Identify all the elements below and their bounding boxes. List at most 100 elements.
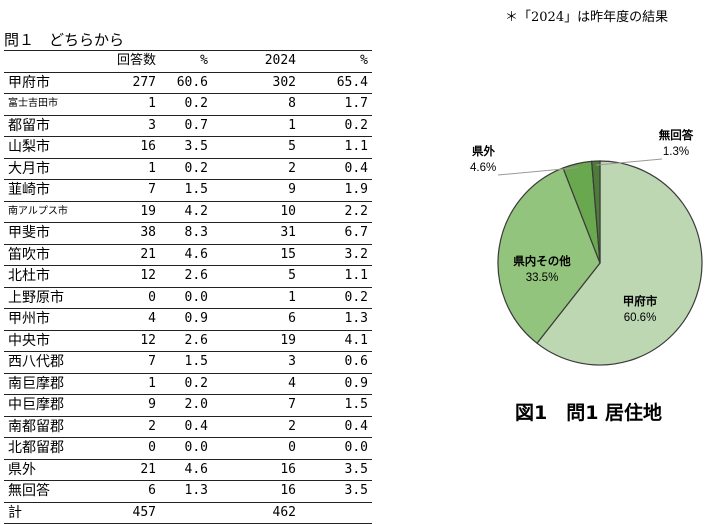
cell-pct: 0.0 [160,437,212,460]
header-count-2024: 2024 [212,50,300,73]
cell-count: 6 [96,480,160,503]
table-header-row: 回答数 % 2024 % [4,50,372,73]
figure-title: 図1 問1 居住地 [515,402,663,424]
cell-name: 上野原市 [4,287,96,309]
cell-count-2024: 302 [212,72,300,94]
table-total-row: 計 457 462 [4,502,372,524]
cell-name: 計 [4,502,96,524]
cell-pct-2024: 65.4 [300,72,372,94]
cell-pct-2024: 1.7 [300,93,372,116]
cell-pct: 2.6 [160,265,212,288]
table-row: 大月市 1 0.2 2 0.4 [4,158,372,180]
cell-name: 西八代郡 [4,351,96,374]
cell-name: 笛吹市 [4,244,96,266]
table-row: 中央市 12 2.6 19 4.1 [4,330,372,352]
cell-count: 457 [96,502,160,524]
cell-pct: 4.2 [160,201,212,223]
cell-count-2024: 10 [212,201,300,223]
comparison-note: ＊「2024」は昨年度の結果 [505,10,669,25]
header-count: 回答数 [96,50,160,73]
table-row: 南都留郡 2 0.4 2 0.4 [4,416,372,438]
cell-pct: 1.5 [160,179,212,202]
cell-name: 無回答 [4,480,96,503]
cell-count: 7 [96,351,160,374]
cell-count: 1 [96,373,160,395]
cell-name: 甲斐市 [4,222,96,245]
pie-label-value: 60.6% [624,312,657,324]
cell-pct-2024: 2.2 [300,201,372,223]
cell-count: 12 [96,330,160,352]
pie-leader-line-2 [497,167,579,176]
cell-pct: 0.9 [160,308,212,331]
cell-count: 4 [96,308,160,331]
cell-name: 南アルプス市 [4,201,96,223]
cell-pct-2024: 3.2 [300,244,372,266]
cell-count: 19 [96,201,160,223]
cell-pct-2024: 6.7 [300,222,372,245]
cell-name: 甲府市 [4,72,96,94]
cell-pct: 3.5 [160,136,212,159]
cell-name: 中央市 [4,330,96,352]
cell-pct-2024: 0.0 [300,437,372,460]
cell-pct-2024: 0.6 [300,351,372,374]
pie-label-name: 県外 [472,144,495,158]
table-row: 中巨摩郡 9 2.0 7 1.5 [4,394,372,417]
cell-pct: 0.7 [160,115,212,137]
cell-pct: 0.4 [160,416,212,438]
cell-count-2024: 2 [212,416,300,438]
cell-name: 南巨摩郡 [4,373,96,395]
cell-pct-2024: 0.4 [300,416,372,438]
pie-label-1: 県内その他 33.5% [513,254,571,284]
residence-pie-chart: 甲府市 60.6% 県内その他 33.5% 県外 4.6% 無回答 1.3% [470,128,703,366]
cell-pct-2024: 0.2 [300,287,372,309]
cell-count: 7 [96,179,160,202]
cell-name: 甲州市 [4,308,96,331]
cell-count-2024: 3 [212,351,300,374]
cell-count-2024: 5 [212,265,300,288]
cell-pct: 4.6 [160,459,212,481]
table-row: 笛吹市 21 4.6 15 3.2 [4,244,372,266]
pie-slice-0 [536,160,703,366]
table-row: 西八代郡 7 1.5 3 0.6 [4,351,372,374]
pie-label-2: 県外 4.6% [470,144,496,174]
cell-count-2024: 15 [212,244,300,266]
cell-name: 大月市 [4,158,96,180]
cell-name: 山梨市 [4,136,96,159]
cell-count: 12 [96,265,160,288]
pie-label-value: 4.6% [470,162,496,174]
table-row: 富士吉田市 1 0.2 8 1.7 [4,93,372,116]
pie-label-value: 1.3% [663,146,689,158]
cell-count: 21 [96,244,160,266]
cell-count: 16 [96,136,160,159]
cell-pct-2024: 1.9 [300,179,372,202]
cell-count: 38 [96,222,160,245]
cell-name: 北都留郡 [4,437,96,460]
pie-label-0: 甲府市 60.6% [623,294,658,324]
cell-count-2024: 9 [212,179,300,202]
table-row: 甲府市 277 60.6 302 65.4 [4,72,372,94]
table-row: 都留市 3 0.7 1 0.2 [4,115,372,137]
cell-count: 0 [96,437,160,460]
table-row: 上野原市 0 0.0 1 0.2 [4,287,372,309]
cell-count: 1 [96,158,160,180]
response-table: 回答数 % 2024 % 甲府市 277 60.6 302 65.4 富士吉田市 1 0.2 8… [4,50,372,524]
cell-pct-2024: 1.5 [300,394,372,417]
cell-count-2024: 19 [212,330,300,352]
cell-pct: 0.2 [160,93,212,116]
cell-count-2024: 6 [212,308,300,331]
cell-count-2024: 16 [212,459,300,481]
table-row: 北都留郡 0 0.0 0 0.0 [4,437,372,460]
pie-label-name: 県内その他 [513,254,571,268]
cell-count-2024: 0 [212,437,300,460]
cell-count-2024: 5 [212,136,300,159]
pie-label-name: 甲府市 [623,294,658,308]
cell-pct: 0.2 [160,373,212,395]
cell-count: 0 [96,287,160,309]
cell-name: 中巨摩郡 [4,394,96,417]
header-pct-2024: % [300,50,372,73]
cell-pct: 1.3 [160,480,212,503]
cell-pct-2024: 3.5 [300,480,372,503]
cell-count-2024: 7 [212,394,300,417]
cell-pct-2024: 1.1 [300,136,372,159]
cell-pct: 2.0 [160,394,212,417]
